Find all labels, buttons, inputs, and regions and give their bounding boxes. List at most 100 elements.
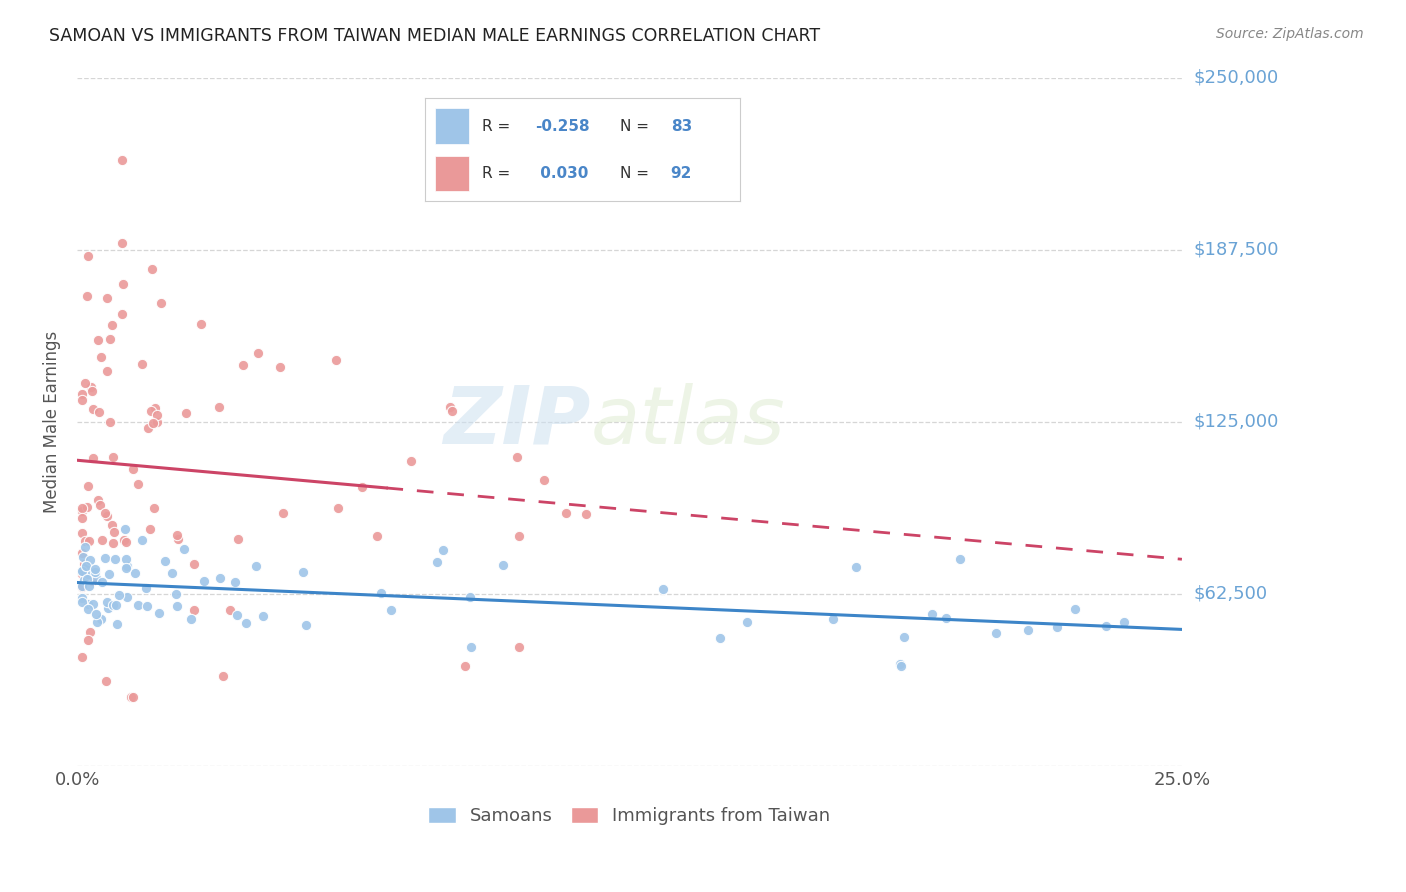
Point xyxy=(98,332,121,346)
Point xyxy=(70,393,93,408)
Point xyxy=(1095,618,1118,632)
Point xyxy=(370,586,392,600)
Point xyxy=(193,574,215,588)
Point xyxy=(98,566,121,581)
Point xyxy=(208,400,231,414)
Point xyxy=(226,533,249,547)
Point xyxy=(87,333,110,347)
Point xyxy=(245,559,267,574)
Point xyxy=(508,528,530,542)
Point xyxy=(135,581,157,595)
Point xyxy=(218,602,240,616)
Point xyxy=(90,351,112,365)
Point xyxy=(103,525,125,540)
Point xyxy=(105,616,128,631)
Point xyxy=(79,553,101,567)
Point xyxy=(70,564,93,578)
Point xyxy=(165,587,187,601)
Text: atlas: atlas xyxy=(591,383,786,460)
Point xyxy=(70,503,93,517)
Point xyxy=(273,506,295,520)
Point xyxy=(1063,602,1085,616)
Point xyxy=(533,473,555,487)
Point xyxy=(72,550,94,565)
Point xyxy=(105,599,128,613)
Point xyxy=(127,598,149,612)
Point xyxy=(506,450,529,464)
Point xyxy=(141,404,163,418)
Point xyxy=(100,318,122,333)
Point xyxy=(101,517,124,532)
Point xyxy=(111,153,134,168)
Point xyxy=(269,359,291,374)
Point xyxy=(889,657,911,671)
Point xyxy=(114,561,136,575)
Point xyxy=(138,420,160,434)
Point xyxy=(84,562,107,576)
Point xyxy=(142,416,165,430)
Point xyxy=(141,262,163,277)
Point xyxy=(70,511,93,525)
Point xyxy=(82,384,104,399)
Point xyxy=(173,542,195,557)
Point xyxy=(96,364,118,378)
Point xyxy=(1045,619,1067,633)
Point xyxy=(89,498,111,512)
Point xyxy=(70,594,93,608)
Point xyxy=(893,631,915,645)
Point xyxy=(96,595,118,609)
Text: ZIP: ZIP xyxy=(443,383,591,460)
Point xyxy=(166,599,188,613)
Point xyxy=(70,579,93,593)
Point xyxy=(890,659,912,673)
Point xyxy=(70,564,93,578)
Point xyxy=(76,572,98,586)
Point xyxy=(91,533,114,547)
Point xyxy=(225,608,247,623)
Point xyxy=(104,552,127,566)
Point xyxy=(380,603,402,617)
Point xyxy=(82,402,104,417)
Point xyxy=(75,559,97,574)
Point xyxy=(921,607,943,621)
Point xyxy=(94,507,117,521)
Point xyxy=(232,359,254,373)
Point xyxy=(82,597,104,611)
Point xyxy=(73,540,96,554)
Point xyxy=(89,405,111,419)
Point xyxy=(86,615,108,629)
Text: Source: ZipAtlas.com: Source: ZipAtlas.com xyxy=(1216,27,1364,41)
Point xyxy=(460,640,482,655)
Point xyxy=(180,611,202,625)
Point xyxy=(183,602,205,616)
Point xyxy=(108,588,131,602)
Point xyxy=(325,353,347,368)
Point xyxy=(75,376,97,390)
Point xyxy=(146,415,169,429)
Point xyxy=(131,533,153,547)
Point xyxy=(122,462,145,476)
Point xyxy=(492,558,515,573)
Point xyxy=(160,566,183,581)
Point xyxy=(554,506,576,520)
Point xyxy=(150,296,173,310)
Point xyxy=(86,571,108,585)
Point xyxy=(949,551,972,566)
Point xyxy=(77,534,100,549)
Point xyxy=(103,598,125,612)
Point xyxy=(145,408,167,422)
Point xyxy=(190,318,212,332)
Point xyxy=(148,606,170,620)
Point xyxy=(166,528,188,542)
Point xyxy=(115,534,138,549)
Point xyxy=(70,501,93,516)
Point xyxy=(131,357,153,371)
Point xyxy=(153,554,176,568)
Point xyxy=(247,346,270,360)
Legend: Samoans, Immigrants from Taiwan: Samoans, Immigrants from Taiwan xyxy=(422,800,838,832)
Point xyxy=(252,608,274,623)
Point xyxy=(111,307,134,321)
Point xyxy=(291,565,314,579)
Point xyxy=(94,551,117,566)
Point xyxy=(208,571,231,585)
